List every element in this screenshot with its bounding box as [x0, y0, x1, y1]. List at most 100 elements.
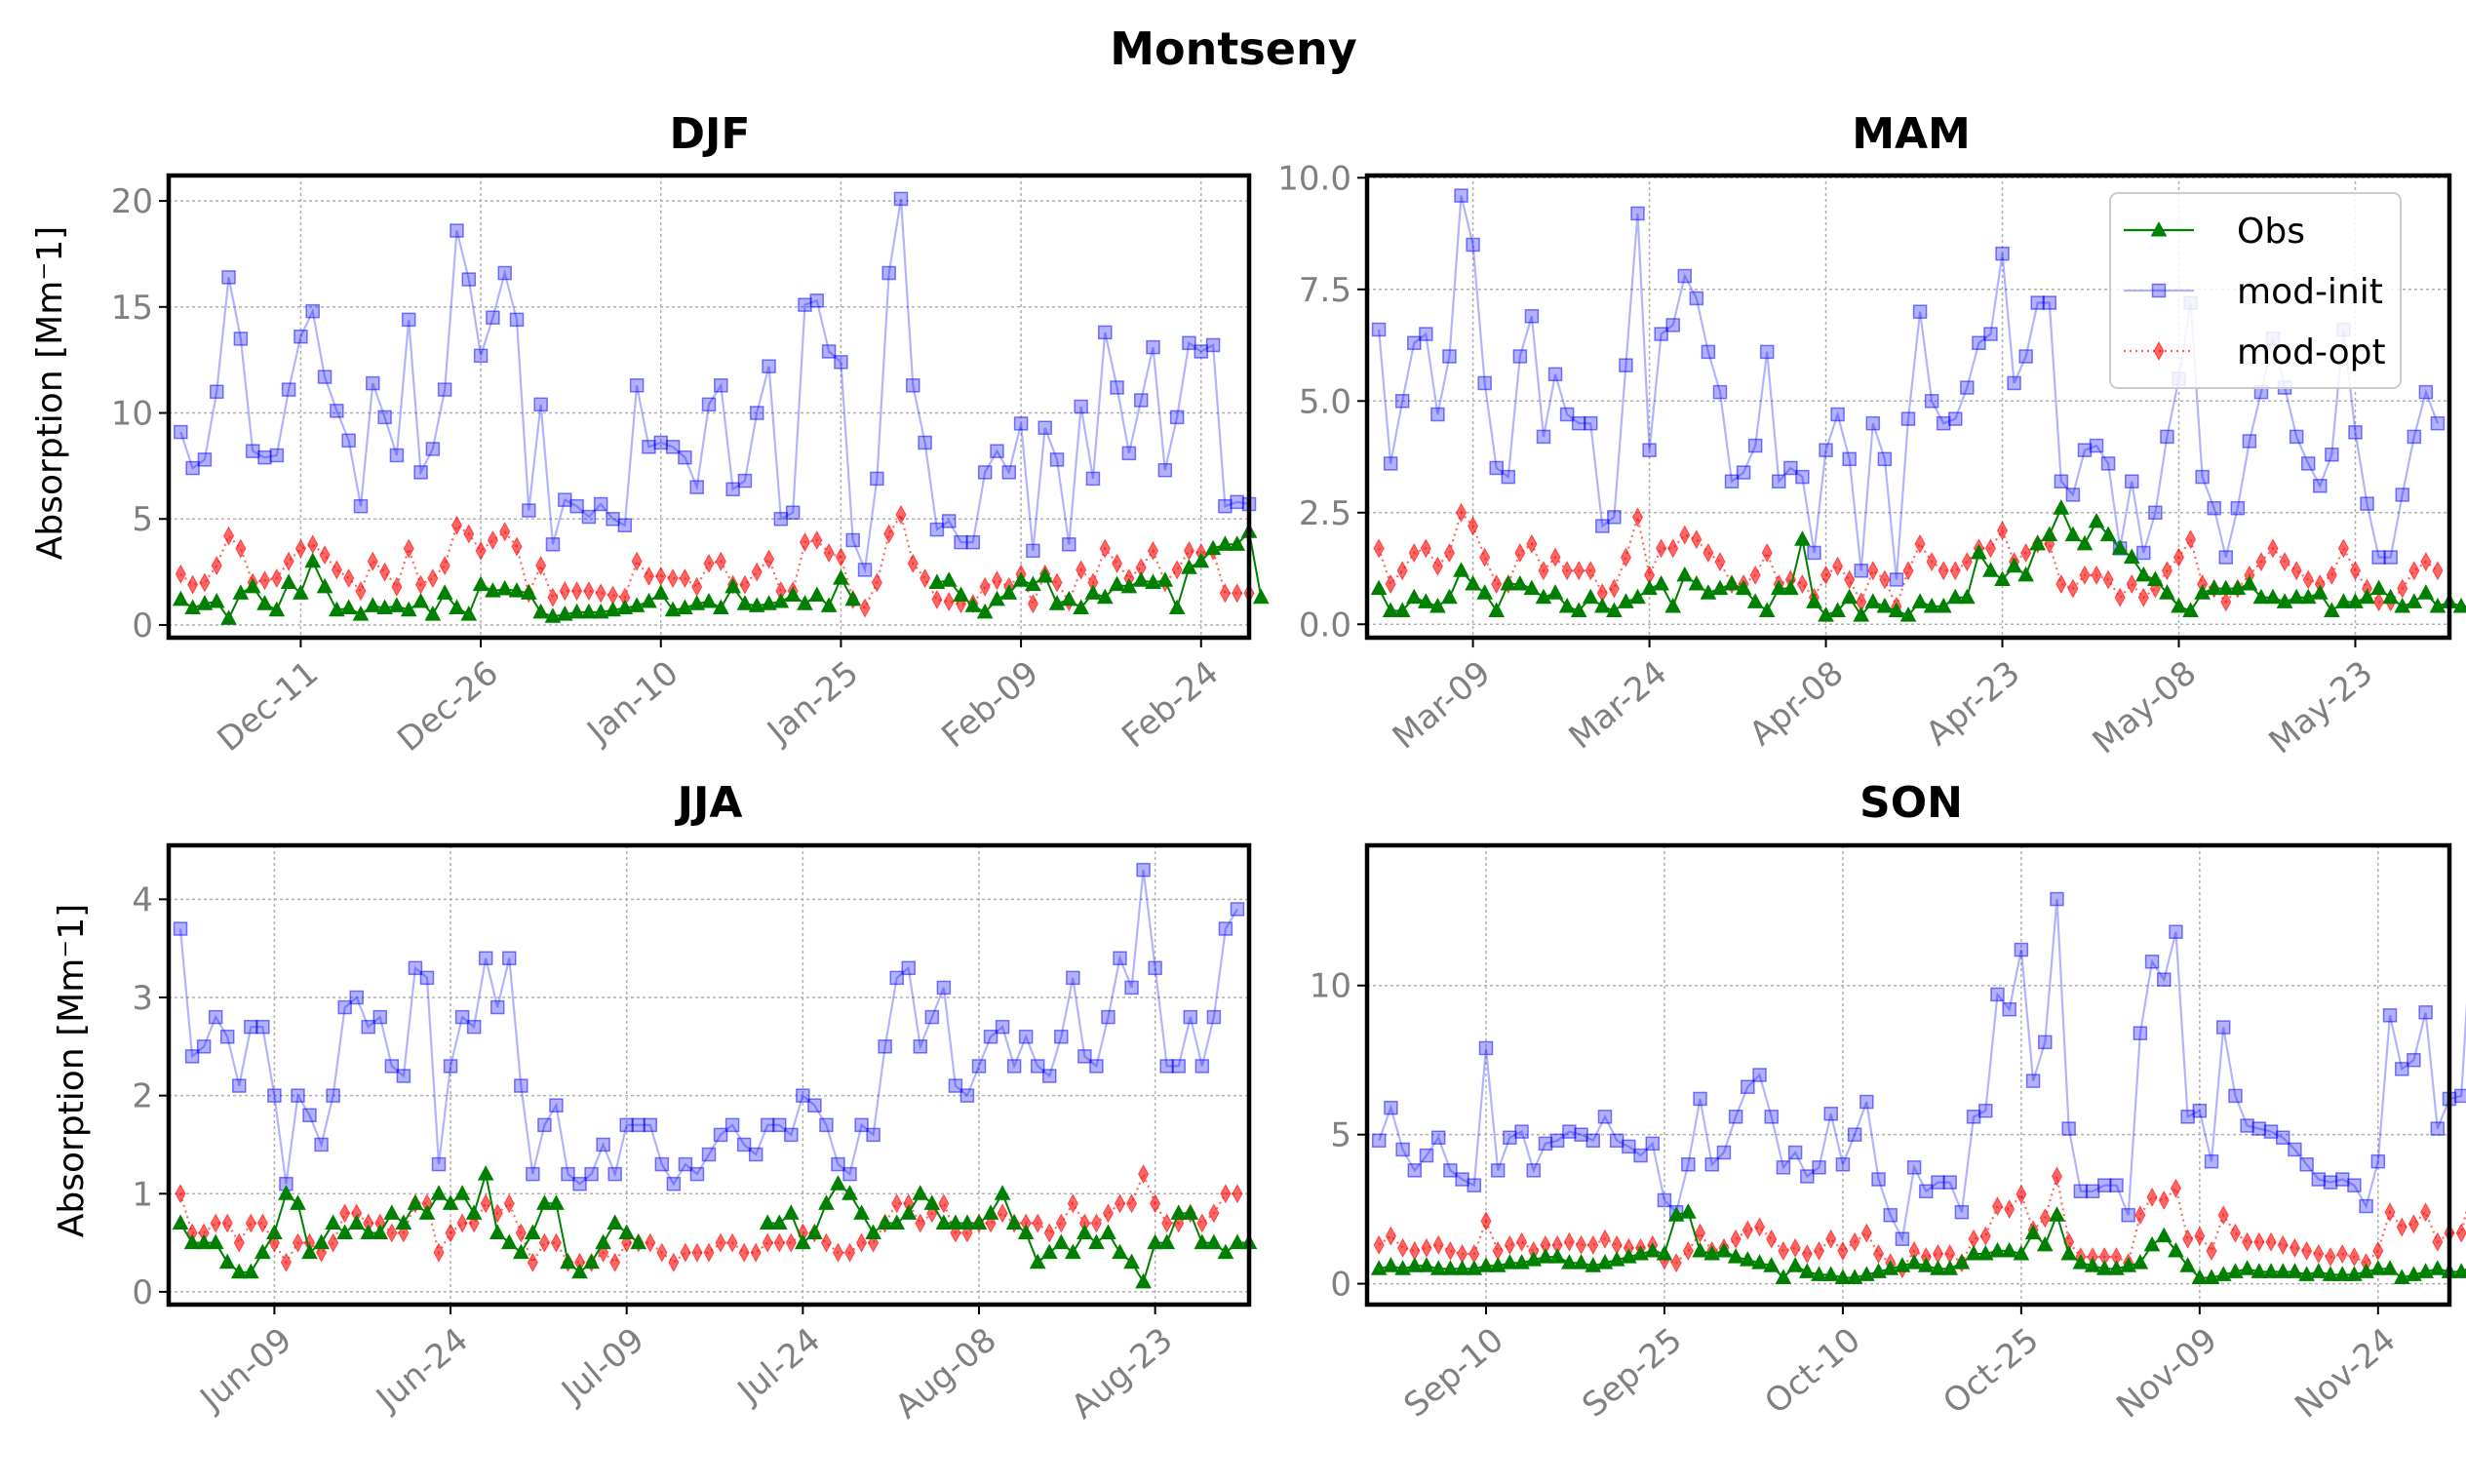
data-point	[1157, 462, 1173, 478]
legend-entry-obs: Obs	[2124, 212, 2305, 252]
data-point	[1761, 542, 1773, 564]
data-point	[2418, 1005, 2433, 1020]
data-point	[2373, 592, 2385, 612]
series-mod-opt	[175, 1164, 1243, 1272]
data-point	[329, 601, 345, 617]
data-point	[1641, 579, 1658, 596]
data-point	[502, 951, 517, 965]
data-point	[1758, 602, 1776, 618]
data-point	[1515, 1231, 1528, 1252]
data-point	[1984, 538, 1997, 559]
data-point	[2452, 597, 2466, 613]
data-point	[2417, 584, 2435, 600]
data-point	[319, 545, 331, 566]
data-point	[1811, 1266, 1827, 1281]
data-point	[1026, 543, 1040, 559]
data-point	[1040, 1243, 1058, 1260]
data-point	[1853, 606, 1870, 622]
data-point	[855, 1232, 868, 1253]
data-point	[1924, 394, 1939, 409]
data-point	[983, 1030, 998, 1044]
data-point	[304, 552, 322, 568]
data-point	[616, 599, 634, 615]
data-point	[642, 440, 656, 454]
data-point	[1393, 602, 1411, 618]
data-point	[1747, 438, 1763, 453]
data-point	[245, 1213, 256, 1233]
data-point	[606, 511, 620, 527]
data-point	[1711, 579, 1729, 596]
data-point	[2039, 1208, 2051, 1229]
legend: Obs mod-init mod-opt	[2109, 192, 2402, 389]
data-point	[175, 1184, 186, 1204]
data-point	[343, 568, 355, 589]
data-point	[1865, 415, 1881, 431]
data-point	[1194, 1059, 1210, 1074]
data-point	[1182, 1204, 1199, 1220]
data-point	[379, 562, 391, 582]
data-point	[607, 1166, 622, 1182]
data-point	[367, 551, 378, 571]
plot-frame	[166, 842, 1252, 1308]
data-point	[1382, 602, 1399, 618]
x-tick-label: Dec-11	[211, 653, 327, 760]
data-point	[2406, 1266, 2422, 1281]
data-point	[2242, 1231, 2253, 1252]
data-point	[1454, 188, 1468, 203]
data-point	[2322, 1266, 2339, 1281]
data-point	[2263, 1124, 2279, 1139]
data-point	[2120, 1257, 2136, 1272]
data-point	[1724, 474, 1740, 488]
data-point	[400, 601, 417, 617]
data-point	[912, 1185, 929, 1200]
data-point	[1501, 469, 1516, 485]
data-point	[1229, 535, 1246, 551]
data-point	[2025, 1074, 2041, 1088]
data-point	[1453, 562, 1469, 577]
x-tick-label: Sep-10	[1396, 1320, 1510, 1425]
data-point	[291, 1088, 305, 1103]
data-point	[1727, 1248, 1744, 1264]
data-point	[244, 577, 261, 594]
data-point	[770, 1214, 788, 1230]
data-point	[391, 576, 403, 597]
data-point	[2102, 569, 2114, 590]
data-point	[906, 378, 920, 393]
data-point	[1405, 588, 1423, 605]
data-point	[307, 534, 319, 555]
plot-frame	[166, 173, 1252, 641]
y-tick-label: 5.0	[1299, 382, 1351, 421]
x-tick-label: Aug-23	[1064, 1320, 1180, 1426]
data-point	[1593, 597, 1611, 613]
data-point	[1408, 542, 1420, 564]
data-point	[2251, 1121, 2267, 1136]
data-point	[326, 1088, 340, 1103]
data-point	[1693, 1091, 1707, 1107]
data-point	[1170, 1204, 1188, 1220]
data-point	[666, 1176, 682, 1191]
data-point	[480, 1193, 491, 1214]
data-point	[1455, 1172, 1469, 1187]
data-point	[1631, 507, 1644, 527]
data-point	[883, 524, 895, 544]
data-point	[799, 532, 811, 553]
data-point	[1938, 561, 1949, 581]
data-point	[1218, 921, 1233, 936]
data-point	[1489, 460, 1504, 476]
data-point	[1977, 1244, 1994, 1261]
data-point	[196, 595, 214, 610]
series-obs	[1370, 499, 2466, 622]
data-point	[1789, 1237, 1801, 1258]
y-tick-label: 2.5	[1299, 494, 1351, 533]
data-point	[893, 191, 909, 207]
data-point	[1860, 1223, 1872, 1243]
panel-title: MAM	[1852, 109, 1971, 159]
data-point	[784, 586, 802, 603]
data-point	[1538, 1136, 1553, 1152]
data-point	[2095, 1260, 2113, 1275]
data-point	[1158, 1233, 1176, 1250]
data-point	[1941, 1260, 1959, 1275]
data-point	[1395, 1142, 1410, 1157]
data-point	[424, 605, 442, 621]
data-point	[1854, 564, 1868, 578]
